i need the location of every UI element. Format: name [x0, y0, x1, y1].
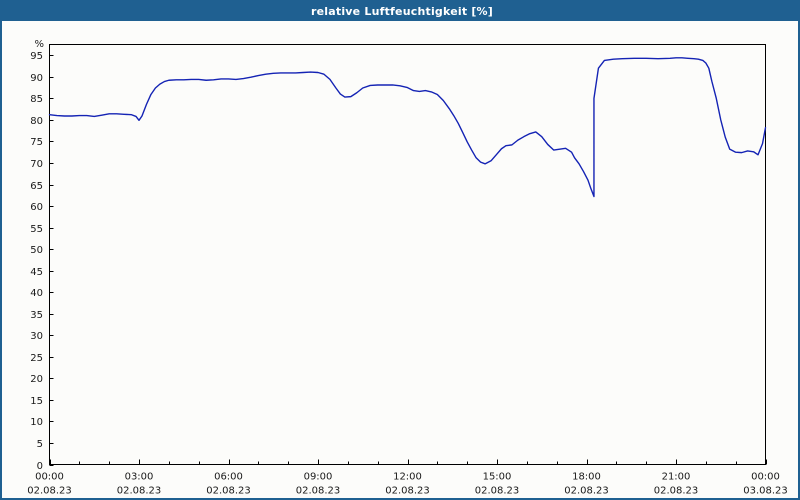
y-tick-label: 15	[30, 396, 43, 407]
y-tick-label: 65	[30, 181, 43, 192]
y-tick-label: 90	[30, 73, 43, 84]
x-tick-date-label: 02.08.23	[206, 486, 251, 497]
x-tick-time-label: 00:00	[35, 472, 64, 483]
plot-area-container: 0 5 10 15 20 25 30 35 40 45 50 55 60 65 70 75 80 85 90 95 0…	[2, 21, 798, 498]
plot-frame	[48, 43, 767, 466]
y-tick-label: 75	[30, 137, 43, 148]
y-tick-label: 50	[30, 245, 43, 256]
x-tick-time-label: 21:00	[662, 472, 691, 483]
y-tick-label: 80	[30, 116, 43, 127]
x-tick-date-label: 03.08.23	[743, 486, 788, 497]
y-axis-labels: 0 5 10 15 20 25 30 35 40 45 50 55 60 65 70 75 80 85 90 95	[30, 51, 43, 472]
y-tick-label: 70	[30, 159, 43, 170]
y-tick-label: 40	[30, 288, 43, 299]
x-tick-date-label: 02.08.23	[564, 486, 609, 497]
y-tick-label: 60	[30, 202, 43, 213]
y-tick-label: 30	[30, 331, 43, 342]
y-tick-label: 85	[30, 94, 43, 105]
y-tick-label: 10	[30, 417, 43, 428]
y-tick-label: 95	[30, 51, 43, 62]
x-tick-date-label: 02.08.23	[654, 486, 699, 497]
y-tick-label: 20	[30, 374, 43, 385]
x-tick-date-label: 02.08.23	[475, 486, 520, 497]
tick-marks-layer	[49, 55, 767, 466]
x-tick-date-label: 02.08.23	[117, 486, 162, 497]
y-tick-label: 0	[37, 461, 43, 472]
x-tick-time-label: 09:00	[304, 472, 333, 483]
x-tick-time-label: 12:00	[393, 472, 422, 483]
humidity-line-chart: 0 5 10 15 20 25 30 35 40 45 50 55 60 65 70 75 80 85 90 95 0…	[27, 39, 788, 497]
y-tick-label: 55	[30, 224, 43, 235]
x-axis-labels: 00:00 02.08.23 03:00 02.08.23 06:00 02.08.23 0…	[27, 472, 788, 497]
y-tick-label: 25	[30, 353, 43, 364]
y-tick-label: 5	[37, 439, 43, 450]
x-tick-time-label: 15:00	[483, 472, 512, 483]
y-axis-unit-label: %	[34, 39, 44, 50]
page-title: relative Luftfeuchtigkeit [%]	[311, 5, 493, 18]
x-tick-time-label: 03:00	[125, 472, 154, 483]
x-tick-date-label: 02.08.23	[27, 486, 72, 497]
x-tick-time-label: 06:00	[214, 472, 243, 483]
chart-title-bar: relative Luftfeuchtigkeit [%]	[2, 2, 798, 21]
x-tick-date-label: 02.08.23	[385, 486, 430, 497]
x-tick-time-label: 18:00	[572, 472, 601, 483]
y-tick-label: 45	[30, 267, 43, 278]
y-tick-label: 35	[30, 310, 43, 321]
x-tick-time-label: 00:00	[751, 472, 780, 483]
x-tick-date-label: 02.08.23	[296, 486, 341, 497]
humidity-series-line	[48, 57, 767, 198]
